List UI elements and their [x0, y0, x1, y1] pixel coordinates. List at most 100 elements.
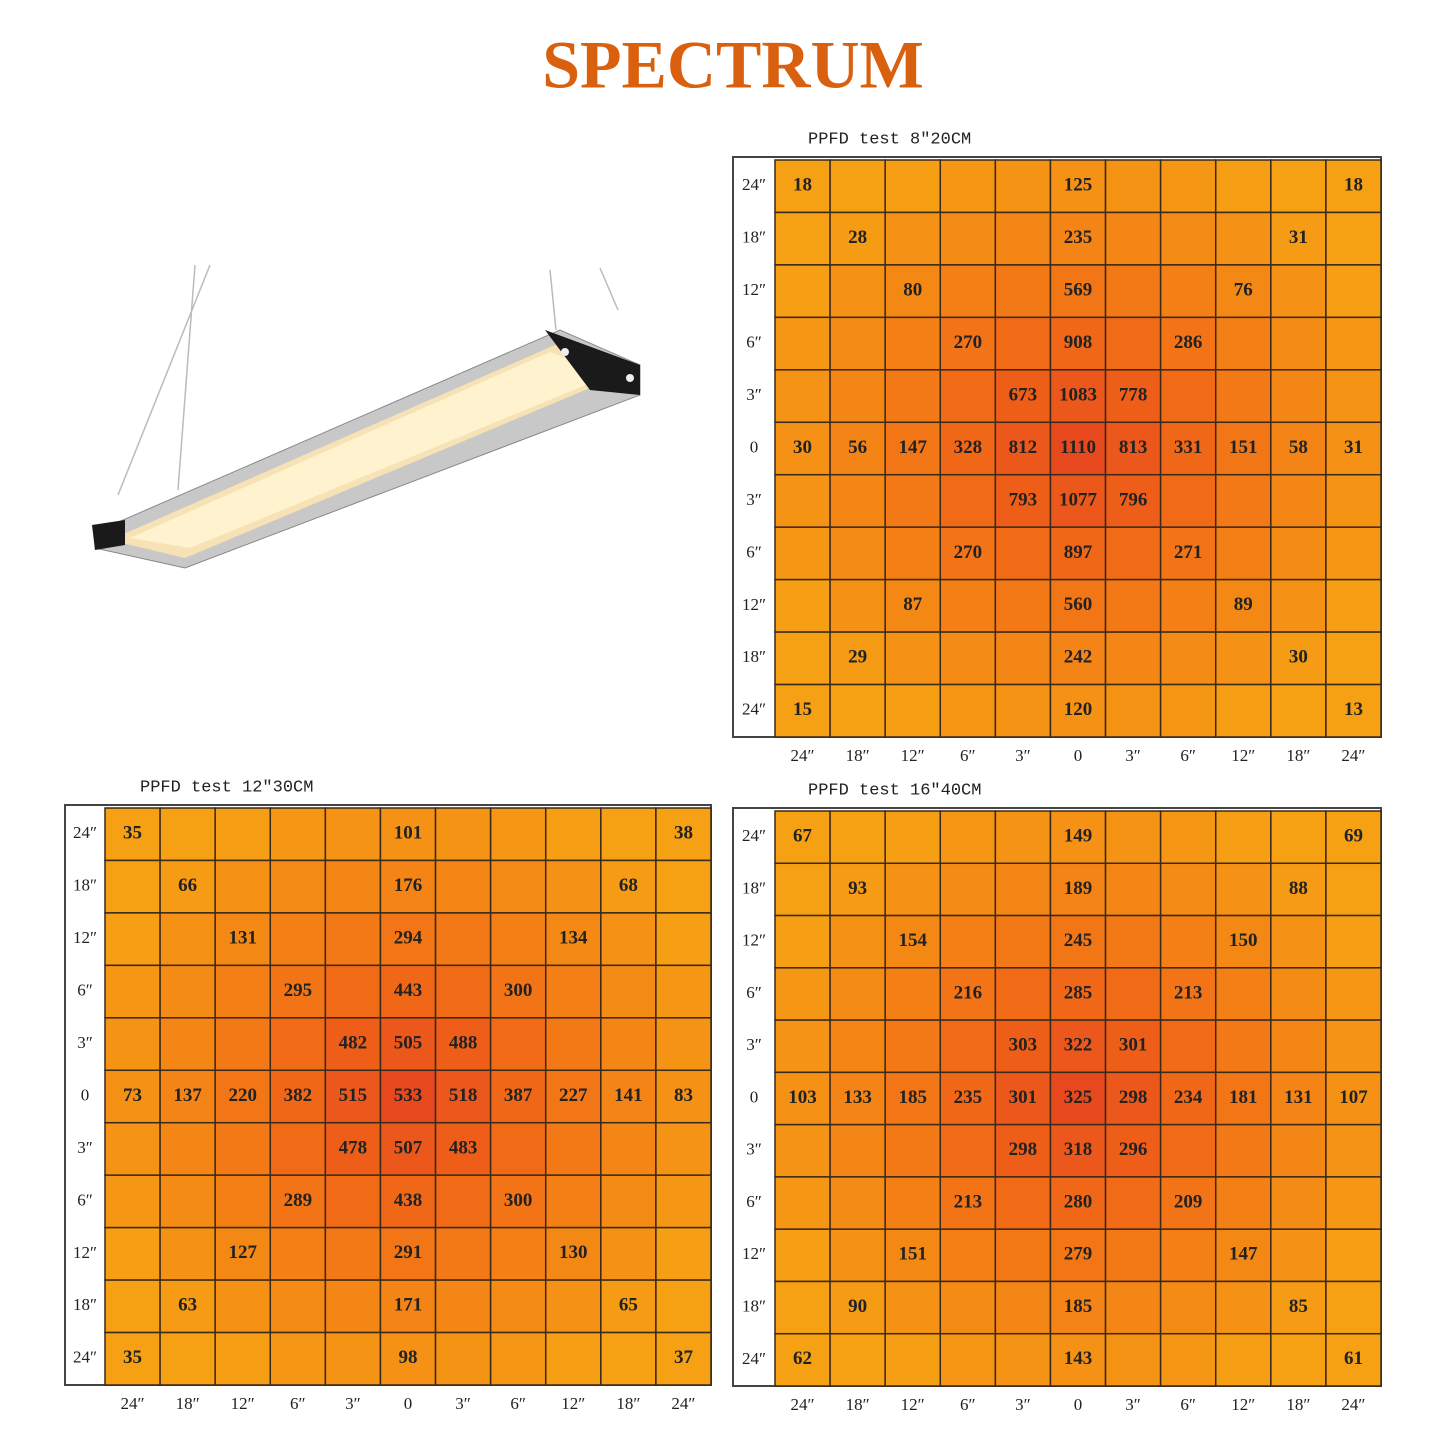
grid-cell — [104, 1279, 161, 1334]
grid-cell — [1270, 421, 1327, 476]
grid-cell — [774, 1332, 831, 1387]
grid-cell — [159, 1174, 216, 1229]
grid-cell — [939, 914, 997, 969]
grid-cell — [774, 862, 831, 917]
grid-cell — [269, 1331, 327, 1386]
ppfd-value: 107 — [1339, 1087, 1368, 1108]
grid-cell — [324, 964, 382, 1019]
ppfd-value: 120 — [1064, 699, 1093, 720]
grid-cell — [434, 1331, 492, 1386]
grid-cell — [994, 473, 1052, 528]
ppfd-value: 18 — [1344, 175, 1363, 196]
grid-cell — [1159, 264, 1217, 319]
ppfd-value: 56 — [848, 437, 867, 458]
grid-cell — [994, 211, 1052, 266]
ppfd-value: 66 — [178, 875, 197, 896]
ppfd-value: 478 — [339, 1137, 368, 1158]
grid-cell — [829, 683, 886, 738]
column-label: 12″ — [1231, 746, 1255, 765]
grid-cell — [829, 1071, 886, 1126]
grid-cell — [1159, 421, 1217, 476]
row-label: 3″ — [77, 1138, 93, 1157]
ppfd-value: 209 — [1174, 1191, 1203, 1212]
grid-cell — [379, 964, 437, 1019]
grid-cell — [655, 1017, 712, 1072]
grid-cell — [1159, 967, 1217, 1021]
grid-cell — [1104, 159, 1162, 214]
grid-cell — [104, 807, 161, 862]
ppfd-value: 141 — [614, 1085, 643, 1106]
ppfd-value: 507 — [394, 1137, 423, 1158]
ppfd-value: 28 — [848, 227, 867, 248]
ppfd-value: 127 — [228, 1242, 257, 1263]
grid-cell — [1325, 421, 1382, 476]
ppfd-value: 285 — [1064, 982, 1093, 1003]
ppfd-value: 63 — [178, 1295, 197, 1316]
grid-cell — [379, 807, 437, 862]
ppfd-value: 560 — [1064, 594, 1093, 615]
ppfd-value: 897 — [1064, 542, 1093, 563]
grid-cell — [1104, 810, 1162, 865]
grid-cell — [774, 264, 831, 319]
grid-cell — [1325, 810, 1382, 865]
ppfd-value: 778 — [1119, 384, 1148, 405]
grid-cell — [379, 912, 437, 967]
grid-cell — [1159, 810, 1217, 865]
ppfd-value: 279 — [1064, 1244, 1093, 1265]
grid-cell — [544, 1331, 602, 1386]
ppfd-value: 505 — [394, 1032, 423, 1053]
grid-cell — [104, 859, 161, 914]
ppfd-value: 80 — [903, 279, 922, 300]
ppfd-value: 298 — [1009, 1139, 1038, 1160]
grid-cell — [379, 1331, 437, 1386]
grid-cell — [1214, 631, 1272, 686]
grid-cell — [884, 967, 942, 1021]
grid-cell — [1159, 683, 1217, 738]
ppfd-value: 98 — [399, 1347, 418, 1368]
column-label: 18″ — [1286, 746, 1310, 765]
grid-cell — [829, 1332, 886, 1387]
grid-cell — [434, 1121, 492, 1176]
column-label: 0 — [1074, 1395, 1083, 1414]
ppfd-value: 298 — [1119, 1087, 1148, 1108]
grid-cell — [884, 1123, 942, 1178]
grid-cell — [434, 807, 492, 862]
grid-cell — [1049, 862, 1107, 917]
ppfd-value: 318 — [1064, 1139, 1093, 1160]
column-label: 18″ — [176, 1394, 200, 1413]
grid-cell — [1159, 1228, 1217, 1283]
grid-cell — [379, 859, 437, 914]
grid-cell — [544, 807, 602, 862]
grid-cell — [829, 264, 886, 319]
grid-cell — [434, 1174, 492, 1229]
row-label: 18″ — [742, 878, 766, 897]
ppfd-value: 331 — [1174, 437, 1203, 458]
row-label: 6″ — [746, 1192, 762, 1211]
ppfd-value: 181 — [1229, 1087, 1258, 1108]
grid-cell — [774, 526, 831, 581]
ppfd-value: 328 — [954, 437, 983, 458]
row-label: 24″ — [73, 823, 97, 842]
grid-cell — [269, 912, 327, 967]
grid-cell — [1214, 1332, 1272, 1387]
ppfd-value: 289 — [284, 1190, 313, 1211]
grid-cell — [159, 1226, 216, 1281]
grid-cell — [434, 964, 492, 1019]
grid-cell — [544, 1174, 602, 1229]
ppfd-value: 908 — [1064, 332, 1093, 353]
grid-cell — [544, 1279, 602, 1334]
grid-cell — [939, 211, 997, 266]
ppfd-grid: PPFD test 12″30CM 24″ 35 101 38 18″ 66 176 68 12″… — [64, 778, 712, 1413]
grid-cell — [1325, 369, 1382, 424]
grid-cell — [214, 1069, 272, 1124]
ppfd-value: 58 — [1289, 437, 1308, 458]
grid-cell — [489, 1226, 547, 1281]
grid-cell — [939, 683, 997, 738]
grid-cell — [600, 912, 657, 967]
grid-cell — [994, 526, 1052, 581]
grid-cell — [434, 912, 492, 967]
grid-cell — [104, 964, 161, 1019]
grid-cell — [1159, 578, 1217, 633]
grid-cell — [884, 631, 942, 686]
grid-cell — [774, 578, 831, 633]
